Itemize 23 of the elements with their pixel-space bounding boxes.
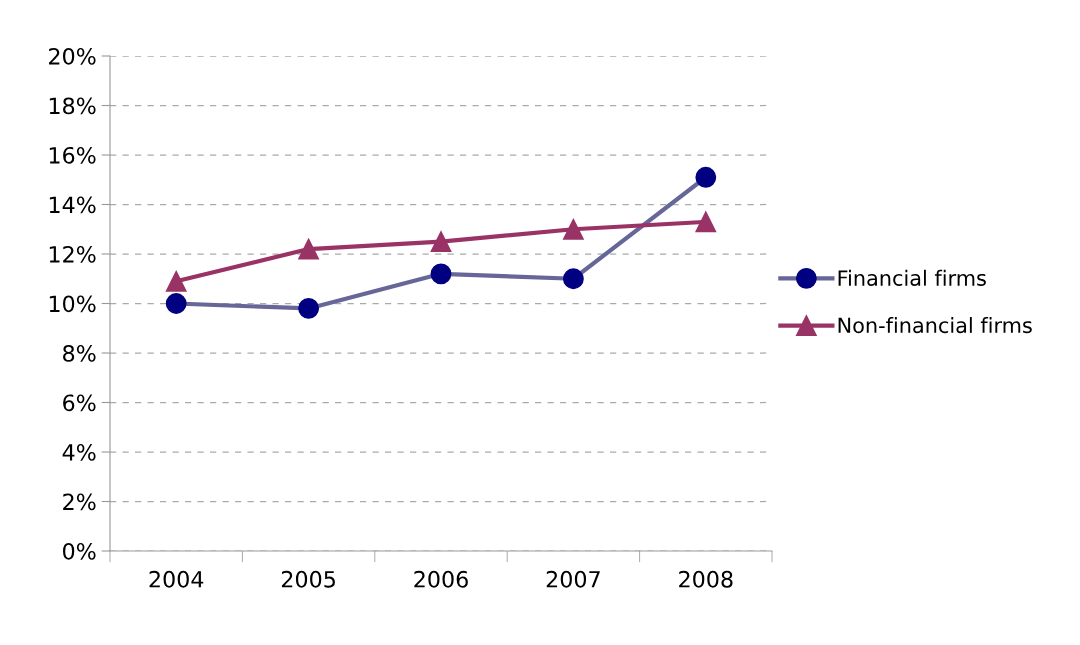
point — [165, 270, 187, 292]
point — [695, 211, 717, 233]
point — [430, 231, 452, 253]
y-tick-label: 8% — [63, 344, 96, 362]
point — [298, 238, 320, 260]
y-tick-label: 12% — [49, 245, 96, 263]
y-tick-label: 6% — [63, 394, 96, 412]
y-tick-label: 18% — [49, 97, 96, 115]
x-tick-label: 2008 — [679, 570, 733, 588]
point — [562, 218, 584, 240]
x-tick-label: 2004 — [149, 570, 204, 588]
y-tick-label: 0% — [63, 542, 96, 560]
x-tick-label: 2007 — [546, 570, 600, 588]
legend-label: Financial firms — [838, 269, 986, 286]
y-tick-label: 2% — [63, 493, 96, 511]
x-tick-label: 2006 — [414, 570, 468, 588]
y-tick-label: 10% — [49, 295, 96, 313]
y-tick-label: 16% — [49, 146, 96, 164]
legend-label: Non-financial firms — [838, 317, 1032, 334]
x-tick-label: 2005 — [281, 570, 335, 588]
y-tick-label: 14% — [49, 196, 96, 214]
y-tick-label: 20% — [49, 47, 96, 65]
y-tick-label: 4% — [62, 443, 96, 461]
